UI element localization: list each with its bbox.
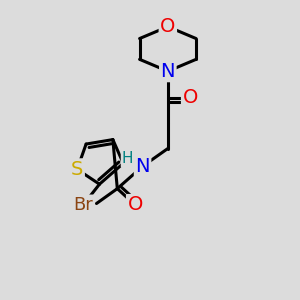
- Text: H: H: [122, 152, 134, 166]
- Text: O: O: [128, 196, 143, 214]
- Text: O: O: [182, 88, 198, 107]
- Text: Br: Br: [73, 196, 93, 214]
- Text: N: N: [160, 62, 175, 81]
- Text: O: O: [160, 17, 176, 36]
- Text: S: S: [71, 160, 83, 179]
- Text: N: N: [135, 157, 150, 176]
